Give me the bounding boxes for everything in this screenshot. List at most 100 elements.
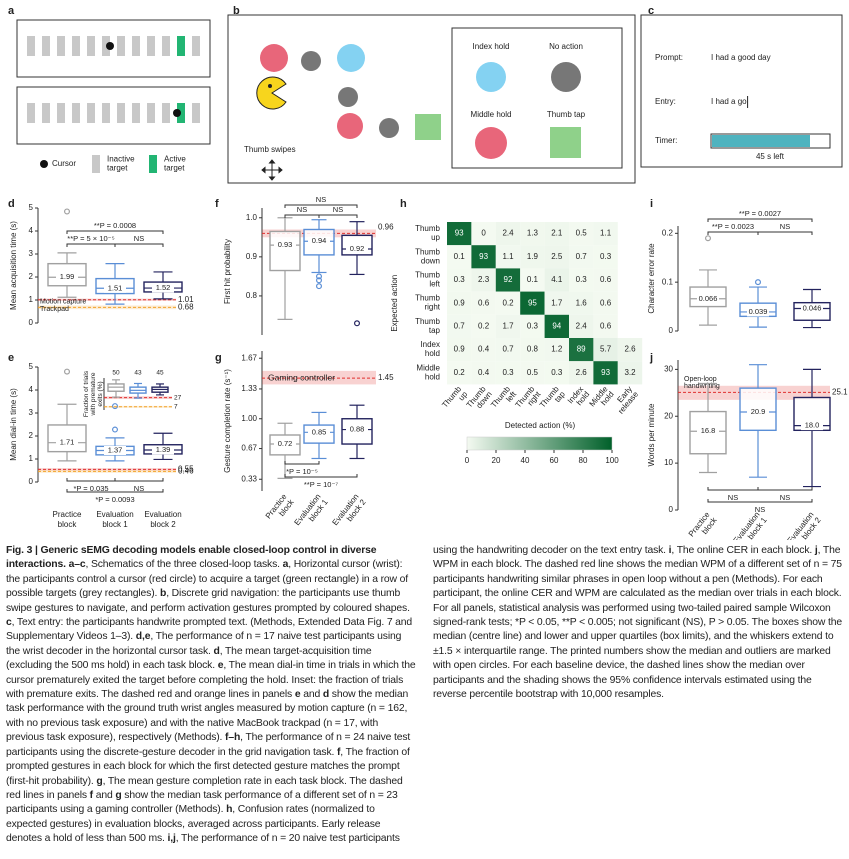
cell-label: 2.6 [624, 345, 636, 354]
row-label-line: Thumb [415, 317, 440, 326]
panel-letter: c [648, 5, 654, 17]
median-label-bg [152, 445, 174, 455]
cell-label: 0.6 [600, 322, 612, 331]
heatmap-cell [495, 338, 521, 362]
caption-text: , Text entry: the participants handwrite… [6, 617, 413, 643]
median-label: 0.039 [749, 307, 768, 316]
outlier [63, 208, 70, 215]
y-tick-label: 0 [29, 318, 34, 327]
y-tick-label: 0.33 [241, 474, 257, 483]
median-label-bg [274, 240, 296, 250]
median-label: 1.39 [156, 445, 171, 454]
row-label-line: tap [429, 326, 441, 335]
outlier [704, 235, 711, 242]
label: Prompt: [655, 53, 683, 62]
significance-bracket [757, 231, 813, 235]
median-label: 1.99 [60, 272, 75, 281]
y-tick-label: 0.1 [662, 277, 674, 286]
median-label: 50 [112, 370, 120, 377]
inactive-target [162, 36, 170, 56]
frame [16, 86, 211, 145]
median-label-bg [152, 283, 174, 293]
cell-label: 89 [577, 345, 586, 354]
y-tick-label: 3 [29, 408, 34, 417]
significance-bracket [707, 218, 813, 222]
y-tick-label: 1.33 [241, 384, 257, 393]
y-axis-label: Mean acquisition time (s) [9, 221, 18, 310]
caption-text: and [300, 689, 323, 701]
cell-label: 1.1 [502, 252, 514, 261]
box [269, 230, 301, 272]
significance-bracket [66, 243, 116, 247]
cell-label: 2.4 [502, 229, 514, 238]
y-tick-label: 0 [29, 477, 34, 486]
heatmap-cell [544, 268, 569, 292]
outlier [316, 273, 323, 280]
heatmap-cell [520, 361, 545, 385]
cell-label: 0.9 [454, 345, 466, 354]
column-label: Thumbup [440, 384, 469, 414]
row-label-line: Index [420, 340, 440, 349]
row-label-line: Middle [416, 363, 440, 372]
cell-label: 93 [479, 252, 488, 261]
median-label: 16.8 [701, 426, 716, 435]
cell-label: 5.7 [600, 345, 612, 354]
cell-label: 0.7 [454, 322, 466, 331]
inactive-target [117, 36, 125, 56]
y-tick-label: 4 [29, 226, 34, 235]
caption-text: f–h [225, 732, 241, 744]
panel-letter: e [8, 352, 14, 364]
column-label: Thumbtap [538, 384, 567, 414]
reference-label: Motion capture [40, 299, 86, 306]
column-label: Indexhold [566, 385, 592, 411]
cell-label: 0.6 [600, 275, 612, 284]
colorbar-tick-label: 40 [521, 456, 530, 465]
legend-label-line: target [164, 164, 185, 173]
cell-label: 3.2 [624, 368, 636, 377]
outlier [316, 283, 323, 290]
y-tick-label: 1 [29, 295, 34, 304]
cell-label: 1.7 [551, 298, 563, 307]
heatmap-cell [495, 361, 521, 385]
caption-text: , The performance of n = 20 naive test p… [175, 545, 669, 845]
median-label-bg [56, 272, 78, 282]
panel-letter: b [233, 5, 240, 17]
heatmap-cell [544, 338, 569, 362]
caption-text: j [814, 545, 818, 556]
cell-label: 1.7 [502, 322, 514, 331]
row-label-line: Thumb [415, 247, 440, 256]
inactive-target [102, 103, 110, 123]
y-axis-label: Words per minute [647, 403, 656, 467]
heatmap-cell [569, 361, 594, 385]
significance-label: NS [755, 505, 765, 514]
significance-label: *P = 0.035 [73, 484, 108, 493]
y-axis-label-line: exits (%) [97, 381, 104, 406]
caption-text: d [322, 689, 330, 701]
ci-band [38, 305, 176, 310]
median-label-bg [697, 426, 719, 436]
inactive-target [162, 103, 170, 123]
cell-label: 4.1 [551, 275, 563, 284]
x-tick-label-line: Evaluation [96, 510, 133, 519]
heatmap-cell [520, 291, 545, 315]
cell-label: 93 [455, 229, 464, 238]
caption-text: f [336, 746, 341, 758]
reference-value: 27 [174, 394, 182, 401]
row-label-line: Thumb [415, 271, 440, 280]
median-label-bg [747, 407, 769, 417]
significance-bracket [114, 478, 164, 482]
significance-bracket [707, 231, 759, 235]
caption-text: , The mean dial-in time in trials in whi… [6, 660, 416, 701]
heatmap-cell [495, 245, 521, 269]
prompt-text: I had a good day [711, 53, 771, 62]
cell-label: 92 [504, 275, 513, 284]
x-axis-label: Detected action (%) [505, 421, 576, 430]
cell-label: 2.3 [478, 275, 490, 284]
significance-bracket [284, 204, 358, 208]
inactive-target [87, 36, 95, 56]
cursor [173, 109, 181, 117]
significance-label: NS [297, 205, 307, 214]
cell-label: 0.3 [551, 368, 563, 377]
median-label-bg [346, 425, 368, 435]
colorbar-tick-label: 100 [605, 456, 619, 465]
